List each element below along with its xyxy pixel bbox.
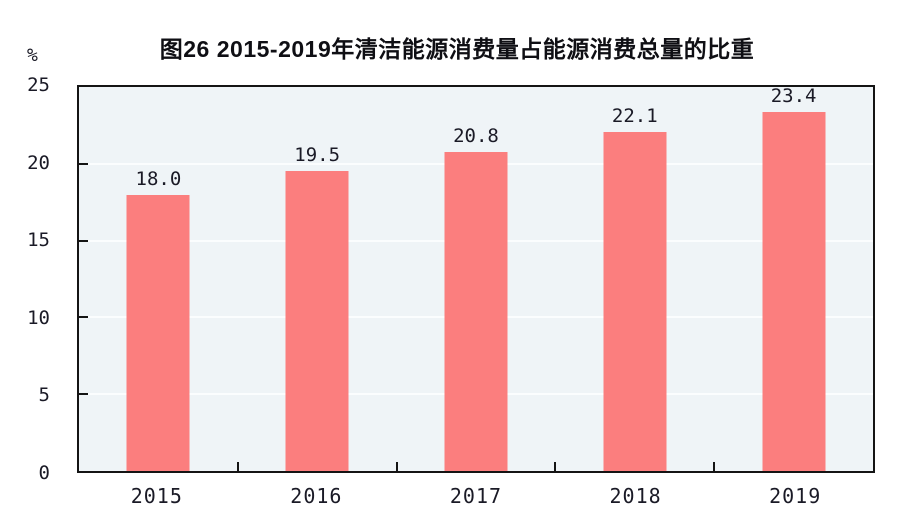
bar-2018 bbox=[603, 131, 667, 471]
bar-slot-2018: 22.1 bbox=[555, 87, 714, 471]
y-axis-labels: 0 5 10 15 20 25 bbox=[0, 74, 56, 484]
y-axis-label-10: 10 bbox=[27, 306, 50, 329]
bar-value-label-2018: 22.1 bbox=[611, 104, 658, 127]
x-axis-label-2019: 2019 bbox=[769, 484, 822, 508]
y-axis-tick-20 bbox=[79, 162, 88, 165]
chart-title: 图26 2015-2019年清洁能源消费量占能源消费总量的比重 bbox=[159, 36, 755, 62]
x-axis-labels: 2015 2016 2017 2018 2019 bbox=[77, 484, 875, 508]
bar-value-label-2019: 23.4 bbox=[770, 84, 817, 107]
y-axis-unit-label: % bbox=[27, 45, 38, 66]
x-axis-label-2015: 2015 bbox=[130, 484, 183, 508]
x-axis-label-2018: 2018 bbox=[609, 484, 662, 508]
plot-area: 18.0 19.5 20.8 22.1 23.4 bbox=[77, 85, 875, 473]
y-axis-label-15: 15 bbox=[27, 229, 50, 252]
bar-slot-2015: 18.0 bbox=[79, 87, 238, 471]
x-axis-label-2017: 2017 bbox=[449, 484, 503, 508]
bar-slot-2016: 19.5 bbox=[238, 87, 397, 471]
bar-value-label-2015: 18.0 bbox=[135, 167, 182, 190]
bar-value-label-2016: 19.5 bbox=[294, 144, 341, 167]
bar-slot-2019: 23.4 bbox=[714, 84, 873, 471]
y-axis-tick-5 bbox=[79, 393, 88, 396]
y-axis-label-5: 5 bbox=[38, 384, 50, 407]
bar-2017 bbox=[444, 151, 508, 471]
bar-2016 bbox=[285, 171, 349, 471]
bar-slot-2017: 20.8 bbox=[397, 87, 556, 471]
x-axis-tick-4 bbox=[713, 462, 716, 471]
y-axis-tick-15 bbox=[79, 239, 88, 242]
x-axis-tick-1 bbox=[236, 462, 239, 471]
y-axis-label-0: 0 bbox=[38, 462, 50, 484]
x-axis-tick-2 bbox=[395, 462, 398, 471]
bar-2015 bbox=[126, 194, 190, 471]
bars-layer: 18.0 19.5 20.8 22.1 23.4 bbox=[79, 84, 873, 471]
bar-value-label-2017: 20.8 bbox=[453, 124, 499, 147]
y-axis-tick-10 bbox=[79, 316, 88, 319]
x-axis-label-2016: 2016 bbox=[290, 484, 343, 508]
x-axis-tick-3 bbox=[554, 462, 557, 471]
y-axis-label-20: 20 bbox=[27, 151, 50, 174]
y-axis-label-25: 25 bbox=[27, 74, 50, 96]
bar-2019 bbox=[762, 111, 826, 471]
